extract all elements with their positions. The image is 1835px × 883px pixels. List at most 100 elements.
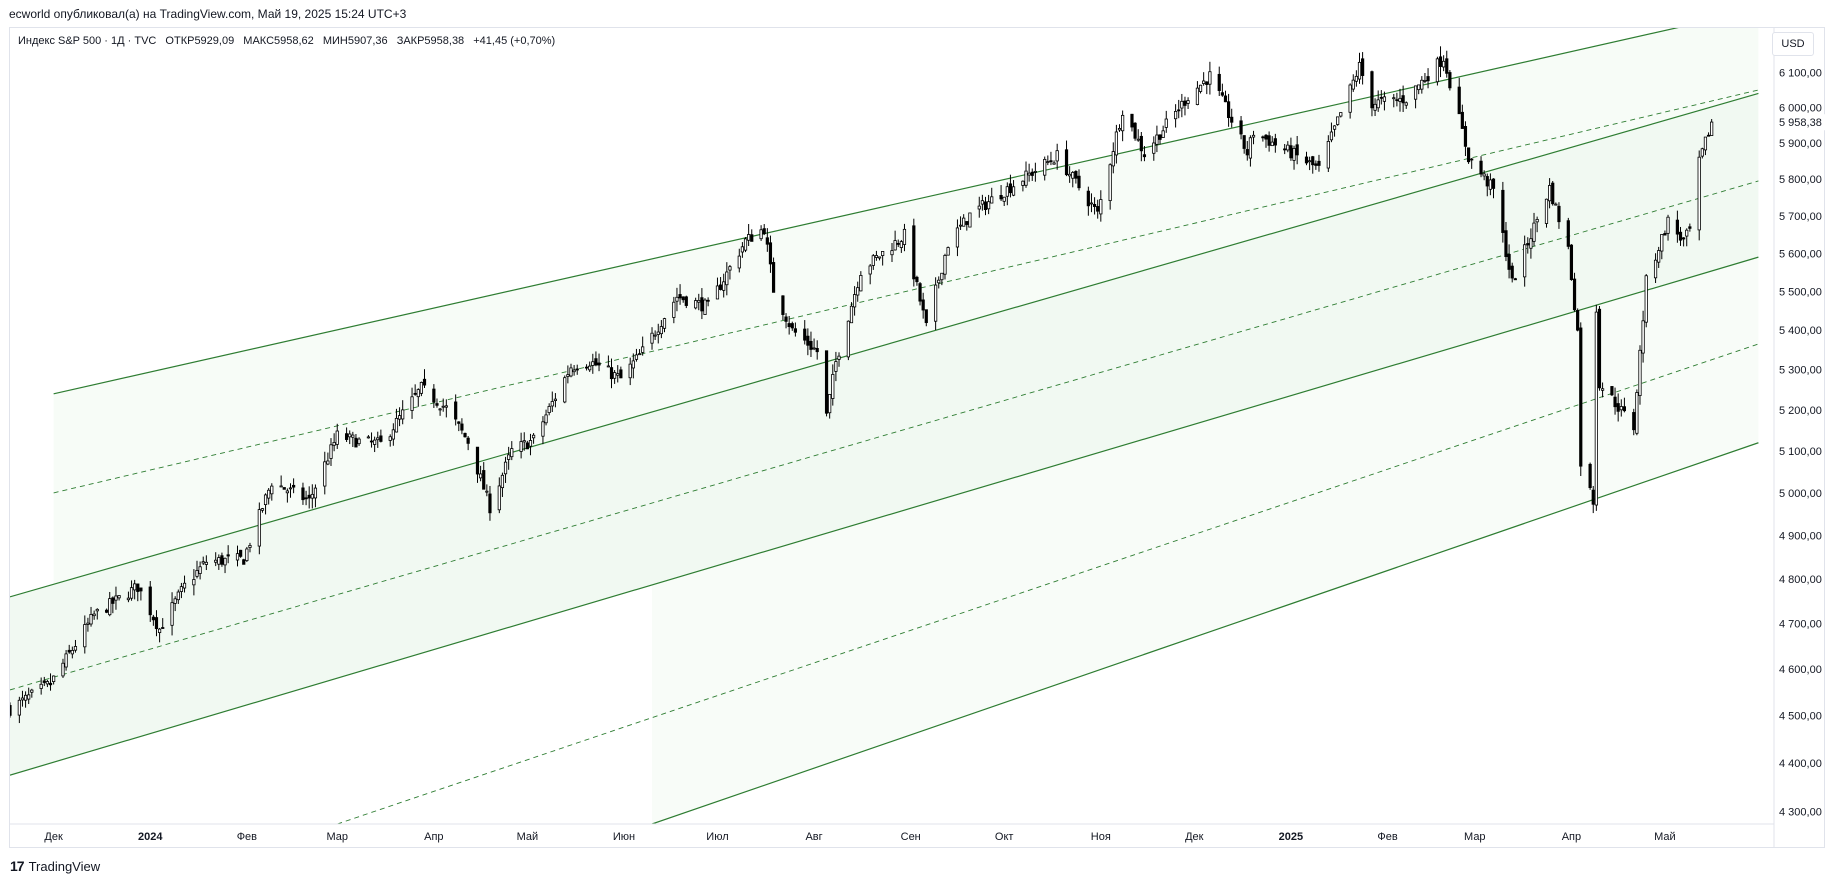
price-axis[interactable]: 4 300,00 4 400,00 4 500,00 4 600,00 4 700,00… bbox=[1776, 68, 1828, 819]
candle-312 bbox=[1373, 98, 1377, 116]
candle-353 bbox=[1551, 180, 1555, 206]
candle-327 bbox=[1438, 46, 1443, 78]
candle-211 bbox=[934, 277, 938, 331]
candle-382 bbox=[1678, 226, 1683, 246]
chart-pane[interactable] bbox=[9, 27, 1825, 848]
candle-175 bbox=[771, 257, 776, 293]
time-tick-14: Фев bbox=[1377, 831, 1397, 843]
candle-328 bbox=[1442, 55, 1446, 72]
candle-15 bbox=[73, 639, 78, 653]
candle-234 bbox=[1030, 168, 1034, 181]
candle-37 bbox=[173, 596, 177, 612]
candle-202 bbox=[893, 230, 897, 251]
candle-264 bbox=[1161, 125, 1165, 138]
candle-262 bbox=[1155, 125, 1159, 153]
candle-357 bbox=[1569, 244, 1574, 281]
candle-373 bbox=[1638, 345, 1642, 405]
candle-279 bbox=[1226, 93, 1231, 127]
candle-113 bbox=[503, 456, 508, 483]
candle-89 bbox=[397, 407, 402, 427]
candle-162 bbox=[718, 277, 723, 291]
candle-385 bbox=[1688, 223, 1692, 232]
candle-360 bbox=[1579, 322, 1583, 477]
candle-358 bbox=[1572, 272, 1577, 312]
candle-125 bbox=[553, 393, 558, 408]
candle-99 bbox=[441, 398, 445, 412]
candle-217 bbox=[958, 216, 963, 230]
candle-164 bbox=[725, 262, 729, 296]
candle-187 bbox=[828, 393, 832, 419]
time-tick-7: Июл bbox=[706, 831, 728, 843]
time-tick-5: Май bbox=[517, 831, 539, 843]
candle-101 bbox=[454, 394, 458, 426]
candle-332 bbox=[1460, 104, 1464, 129]
candle-2 bbox=[20, 690, 25, 707]
candle-272 bbox=[1198, 84, 1203, 94]
legend-close: ЗАКР5958,38 bbox=[396, 35, 465, 47]
candle-19 bbox=[92, 610, 96, 620]
time-axis[interactable]: Дек 2024 Фев Мар Апр Май Июн Июл Авг Сен Окт Ноя Дек… bbox=[44, 831, 1675, 843]
candle-256 bbox=[1130, 113, 1134, 132]
candle-386 bbox=[1697, 150, 1701, 241]
candle-114 bbox=[507, 446, 511, 470]
candle-176 bbox=[781, 295, 785, 321]
candle-71 bbox=[323, 451, 327, 495]
candle-131 bbox=[584, 364, 589, 371]
price-tick-10: 5 300,00 bbox=[1779, 365, 1822, 377]
candle-205 bbox=[902, 223, 907, 252]
candle-250 bbox=[1099, 190, 1103, 222]
candle-140 bbox=[619, 366, 623, 379]
candle-231 bbox=[1021, 180, 1025, 192]
candle-196 bbox=[868, 263, 872, 285]
candle-349 bbox=[1532, 212, 1536, 247]
candle-229 bbox=[1008, 174, 1013, 198]
candle-206 bbox=[912, 218, 916, 287]
candle-107 bbox=[479, 465, 483, 482]
candle-212 bbox=[937, 276, 941, 289]
time-tick-9: Сен bbox=[901, 831, 921, 843]
candle-85 bbox=[379, 429, 383, 443]
tradingview-logo-icon: 17 bbox=[10, 858, 25, 874]
footer-brand[interactable]: 17 TradingView bbox=[10, 858, 100, 874]
candle-177 bbox=[784, 313, 788, 329]
legend-symbol[interactable]: Индекс S&P 500 · 1Д · TVC bbox=[18, 35, 157, 47]
candle-50 bbox=[226, 545, 230, 564]
time-tick-6: Июн bbox=[613, 831, 635, 843]
candle-375 bbox=[1644, 274, 1648, 328]
candle-289 bbox=[1270, 136, 1274, 147]
candle-314 bbox=[1379, 90, 1383, 105]
candle-52 bbox=[239, 549, 243, 558]
candle-209 bbox=[921, 292, 925, 319]
candle-69 bbox=[310, 484, 314, 509]
candle-63 bbox=[285, 488, 289, 503]
candle-126 bbox=[563, 375, 567, 404]
candle-342 bbox=[1504, 222, 1508, 262]
candle-210 bbox=[924, 309, 928, 327]
candle-223 bbox=[983, 196, 988, 216]
candle-129 bbox=[572, 365, 576, 376]
candle-96 bbox=[432, 384, 436, 408]
candle-339 bbox=[1488, 173, 1492, 196]
candle-197 bbox=[871, 254, 875, 270]
candle-346 bbox=[1523, 235, 1527, 287]
candle-88 bbox=[394, 408, 399, 433]
candle-367 bbox=[1613, 387, 1617, 415]
candle-201 bbox=[890, 242, 894, 262]
price-tick-13: 5 600,00 bbox=[1779, 248, 1822, 260]
candle-145 bbox=[641, 336, 645, 356]
candle-337 bbox=[1482, 170, 1486, 181]
candle-319 bbox=[1401, 85, 1405, 112]
candle-9 bbox=[48, 673, 53, 691]
price-tick-2: 4 500,00 bbox=[1779, 711, 1822, 723]
candle-275 bbox=[1208, 61, 1212, 95]
candle-283 bbox=[1245, 141, 1249, 161]
candle-174 bbox=[768, 235, 773, 273]
candle-65 bbox=[292, 478, 296, 494]
currency-button[interactable]: USD bbox=[1772, 32, 1814, 56]
candle-336 bbox=[1479, 156, 1483, 178]
price-tick-5: 4 800,00 bbox=[1779, 574, 1822, 586]
candle-78 bbox=[351, 431, 355, 447]
candle-158 bbox=[700, 288, 704, 320]
candle-186 bbox=[824, 350, 829, 417]
